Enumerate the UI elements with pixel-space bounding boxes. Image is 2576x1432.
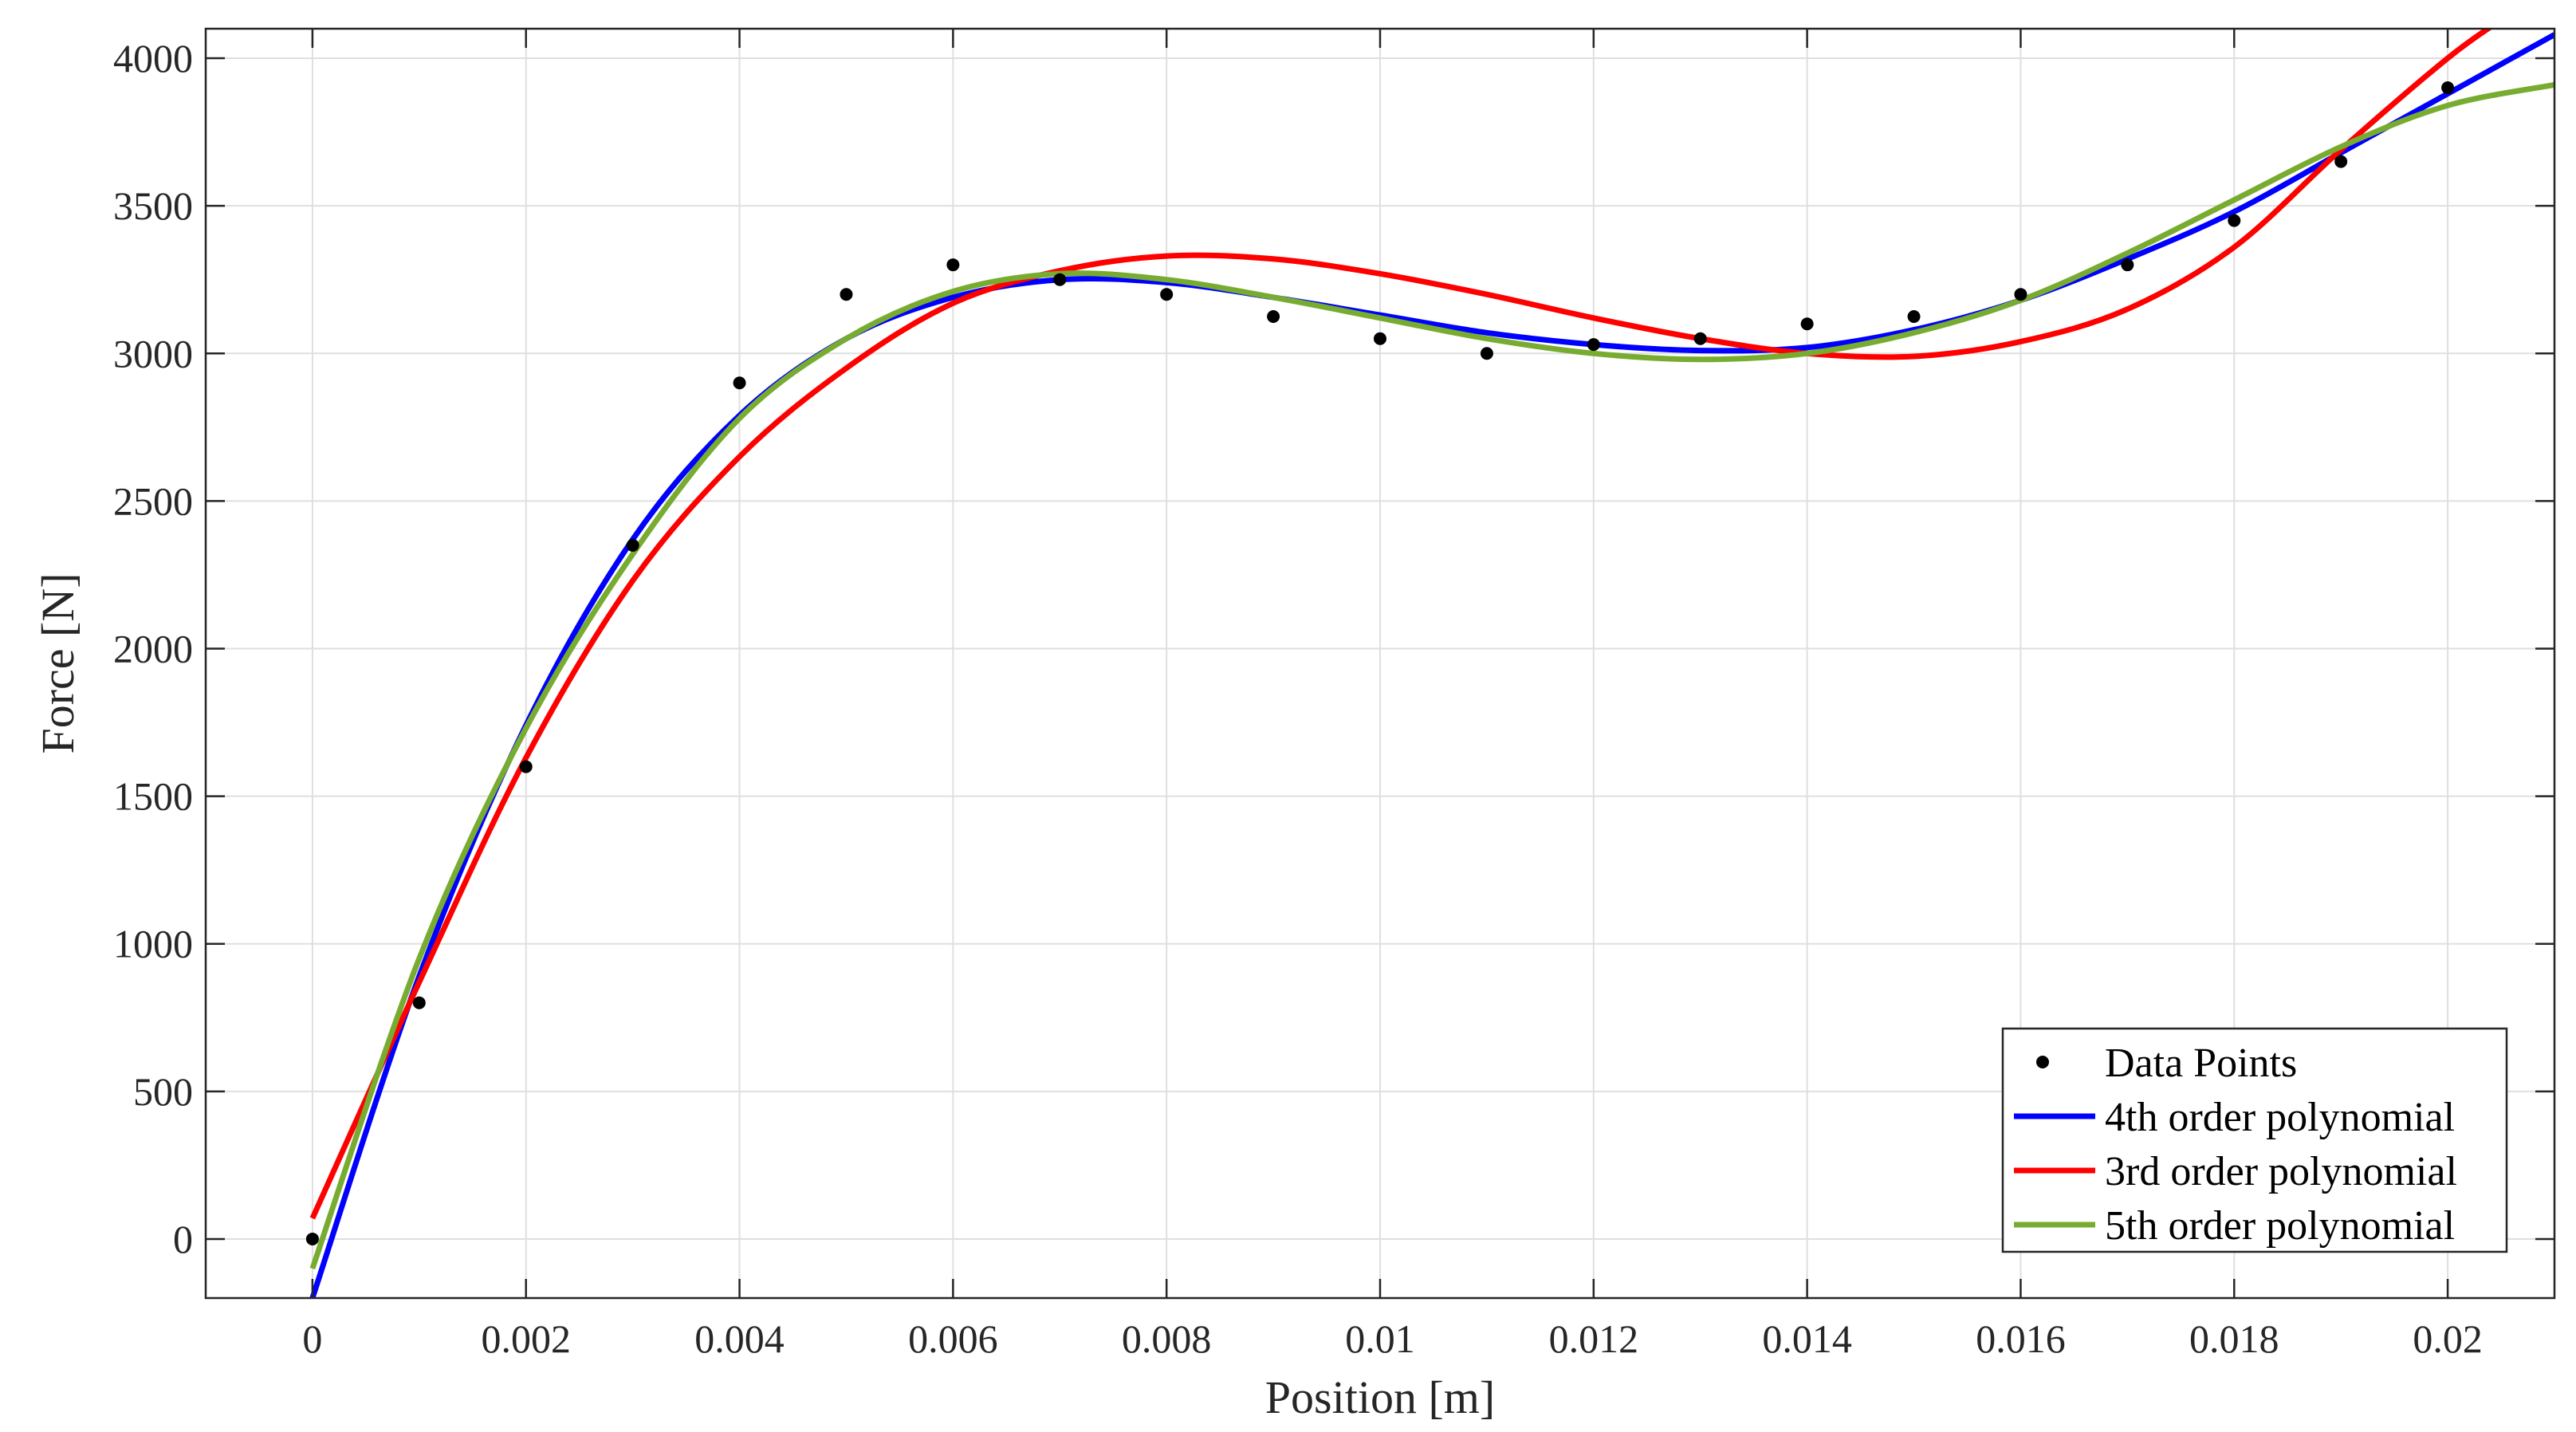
- legend-box: [2001, 1027, 2508, 1253]
- data-point: [840, 288, 853, 301]
- data-point: [2121, 258, 2134, 272]
- y-tick-label: 0: [173, 1217, 193, 1261]
- data-point: [626, 538, 639, 552]
- y-tick-label: 3500: [113, 183, 193, 228]
- legend-label: 5th order polynomial: [2105, 1203, 2455, 1249]
- series-line-3rd-order: [309, 29, 2493, 1220]
- data-point: [946, 258, 960, 272]
- data-point: [2228, 214, 2241, 227]
- data-point: [1374, 332, 1386, 345]
- data-point: [305, 1232, 319, 1245]
- axis-ticks: 0 0.002 0.004 0.006 0.008 0.01 0.012 0.014 0.016…: [113, 29, 2554, 1361]
- data-point: [2014, 288, 2027, 301]
- x-tick-label: 0.008: [1122, 1316, 1212, 1361]
- data-point: [519, 760, 533, 773]
- y-tick-label: 4000: [113, 36, 193, 81]
- data-point: [1480, 347, 1493, 360]
- x-tick-label: 0: [302, 1316, 322, 1361]
- x-axis-label: Position [m]: [1265, 1371, 1495, 1423]
- fit-curves: [309, 29, 2554, 1298]
- legend-label: 3rd order polynomial: [2105, 1149, 2457, 1194]
- series-line-5th-order: [309, 81, 2554, 1270]
- x-tick-label: 0.014: [1762, 1316, 1852, 1361]
- data-point: [1267, 309, 1280, 323]
- data-point: [2441, 81, 2455, 95]
- data-point: [1907, 309, 1921, 323]
- data-point: [1693, 332, 1707, 345]
- y-tick-label: 2000: [113, 626, 193, 671]
- y-tick-label: 1000: [113, 922, 193, 966]
- data-points: [305, 81, 2455, 1245]
- x-tick-label: 0.02: [2413, 1316, 2483, 1361]
- data-point: [1587, 338, 1600, 352]
- y-tick-label: 500: [133, 1069, 193, 1114]
- x-tick-label: 0.016: [1976, 1316, 2066, 1361]
- data-point: [733, 376, 746, 390]
- legend: Data Points 4th order polynomial 3rd order…: [2001, 1027, 2508, 1253]
- legend-marker-data-points: [2036, 1056, 2049, 1068]
- legend-label: 4th order polynomial: [2105, 1095, 2455, 1140]
- data-point: [1800, 317, 1814, 331]
- data-point: [1160, 288, 1174, 301]
- data-point: [412, 996, 426, 1009]
- data-point: [1053, 273, 1067, 286]
- y-tick-label: 3000: [113, 331, 193, 376]
- x-tick-label: 0.01: [1345, 1316, 1415, 1361]
- x-tick-label: 0.012: [1549, 1316, 1639, 1361]
- y-tick-label: 2500: [113, 478, 193, 523]
- y-axis-label: Force [N]: [32, 572, 84, 753]
- x-tick-label: 0.002: [481, 1316, 571, 1361]
- legend-label: Data Points: [2105, 1041, 2297, 1086]
- x-tick-label: 0.018: [2189, 1316, 2279, 1361]
- x-tick-label: 0.004: [694, 1316, 785, 1361]
- x-tick-label: 0.006: [908, 1316, 998, 1361]
- y-tick-label: 1500: [113, 774, 193, 819]
- data-point: [2334, 155, 2348, 168]
